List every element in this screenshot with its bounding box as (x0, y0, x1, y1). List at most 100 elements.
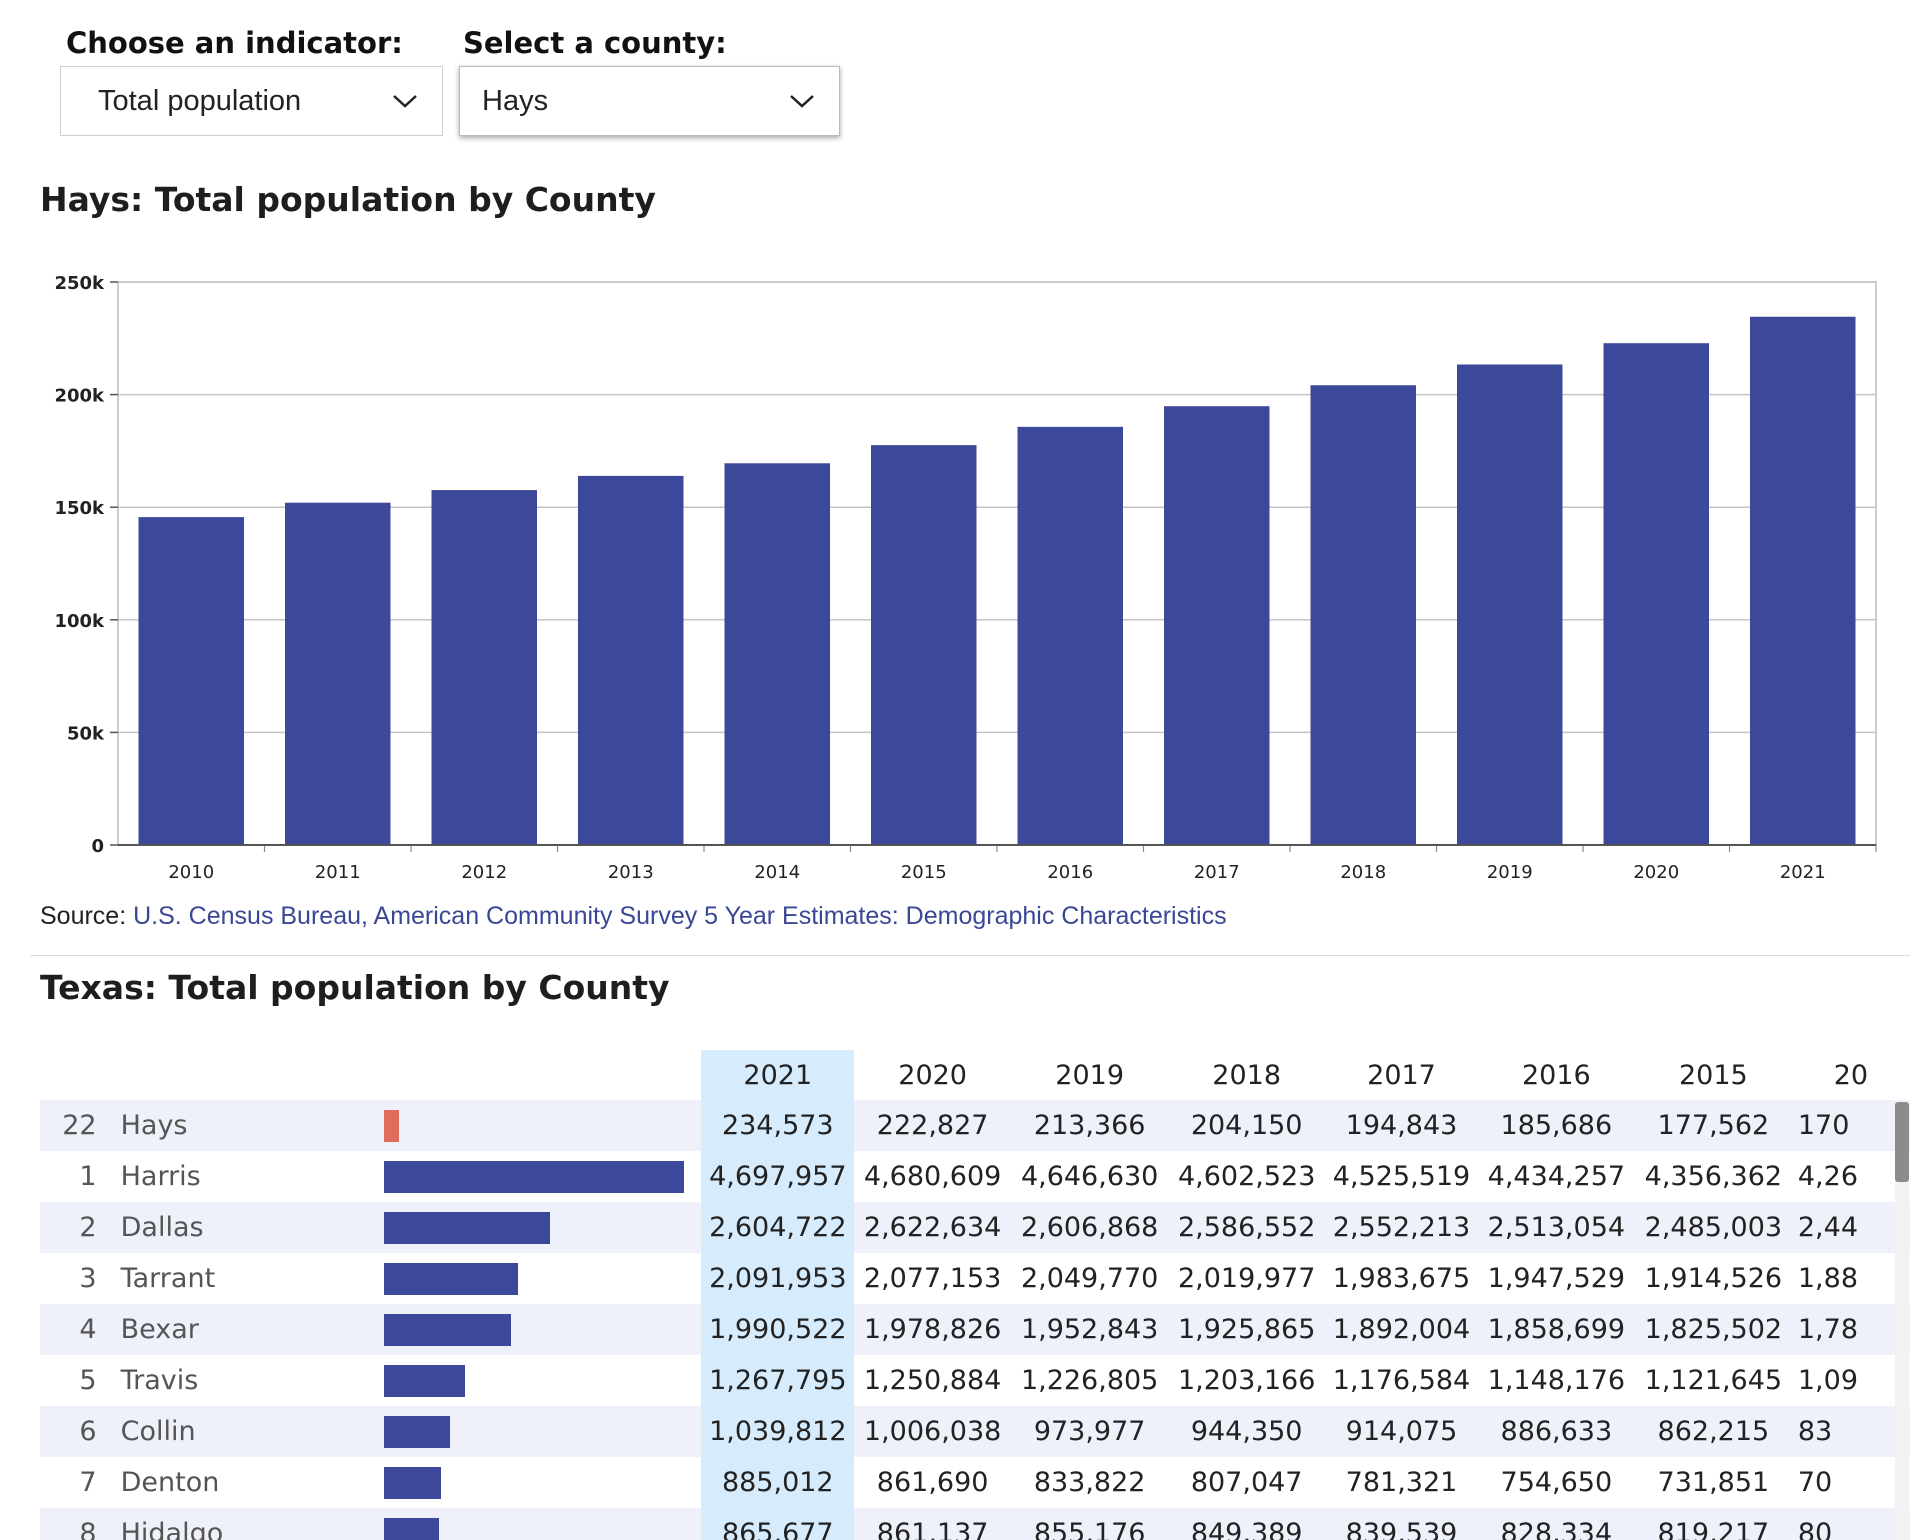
bar (1457, 364, 1563, 845)
county-name-cell: Harris (120, 1161, 201, 1192)
table-row[interactable]: 6 Collin 1,039,812 1,006,038 973,977 944,350 9… (40, 1406, 1910, 1457)
rank-cell: 5 (79, 1365, 97, 1396)
y-tick-label: 200k (54, 386, 105, 407)
table-row[interactable]: 1 Harris 4,697,957 4,680,609 4,646,630 4,602,… (40, 1151, 1910, 1202)
value-cell: 2,513,054 (1477, 1202, 1635, 1253)
value-cell: 1,121,645 (1644, 1365, 1783, 1396)
value-cell: 4,356,362 (1644, 1161, 1783, 1192)
bar (1164, 406, 1270, 845)
value-cell: 849,389 (1168, 1508, 1326, 1540)
x-tick-label: 2019 (1487, 862, 1533, 883)
table-row[interactable]: 22 Hays 234,573 222,827 213,366 204,150 194,84… (40, 1100, 1910, 1151)
value-cell: 185,686 (1477, 1100, 1635, 1151)
value-cell: 833,822 (1033, 1467, 1146, 1498)
year-header[interactable]: 2019 (1055, 1059, 1124, 1091)
county-bar (384, 1415, 451, 1448)
value-cell: 1,039,812 (701, 1406, 855, 1457)
value-cell: 2,44 (1791, 1202, 1910, 1253)
bar (1603, 343, 1709, 845)
x-tick-label: 2016 (1047, 862, 1093, 883)
bar-cell (384, 1508, 702, 1540)
year-header[interactable]: 2017 (1367, 1059, 1436, 1091)
county-select[interactable]: Hays (459, 66, 840, 136)
value-cell: 1,148,176 (1487, 1365, 1626, 1396)
bar-cell (384, 1202, 702, 1253)
value-cell: 1,925,865 (1168, 1304, 1326, 1355)
x-tick-label: 2013 (608, 862, 654, 883)
value-cell: 1,176,584 (1332, 1365, 1471, 1396)
source-link[interactable]: U.S. Census Bureau, American Community S… (133, 902, 1227, 930)
x-tick-label: 2012 (461, 862, 507, 883)
rank-cell: 6 (40, 1406, 97, 1457)
year-header[interactable]: 2015 (1679, 1059, 1748, 1091)
value-cell: 2,622,634 (854, 1202, 1012, 1253)
rank-cell: 4 (40, 1304, 97, 1355)
scrollbar-thumb[interactable] (1895, 1102, 1909, 1182)
value-cell: 973,977 (1011, 1406, 1169, 1457)
value-cell: 819,217 (1634, 1508, 1792, 1540)
table-row[interactable]: 7 Denton 885,012 861,690 833,822 807,047 781,3… (40, 1457, 1910, 1508)
county-bar (384, 1313, 512, 1346)
scrollbar-track[interactable] (1895, 1100, 1909, 1540)
value-cell: 4,26 (1797, 1161, 1858, 1192)
rank-cell: 1 (79, 1161, 97, 1192)
county-table-container: 2021 2020 2019 2018 2017 2016 2015 20 22 Hays 234,… (40, 1050, 1910, 1540)
table-row[interactable]: 2 Dallas 2,604,722 2,622,634 2,606,868 2,586,… (40, 1202, 1910, 1253)
year-header[interactable]: 2018 (1212, 1059, 1282, 1091)
value-cell: 4,602,523 (1177, 1161, 1316, 1192)
table-row[interactable]: 5 Travis 1,267,795 1,250,884 1,226,805 1,203,… (40, 1355, 1910, 1406)
year-header[interactable]: 2020 (898, 1059, 967, 1091)
value-cell: 944,350 (1168, 1406, 1326, 1457)
x-tick-label: 2015 (901, 862, 947, 883)
bar (138, 517, 244, 845)
bar (724, 463, 830, 845)
x-tick-label: 2011 (315, 862, 361, 883)
value-cell: 4,434,257 (1487, 1161, 1626, 1192)
year-header[interactable]: 2021 (701, 1050, 855, 1100)
year-header[interactable]: 2016 (1521, 1059, 1591, 1091)
county-bar (384, 1262, 519, 1295)
y-tick-label: 100k (54, 611, 105, 632)
value-cell: 4,680,609 (863, 1161, 1002, 1192)
value-cell: 2,077,153 (863, 1263, 1002, 1294)
value-cell: 731,851 (1657, 1467, 1770, 1498)
divider (30, 955, 1910, 956)
x-tick-label: 2010 (168, 862, 214, 883)
value-cell: 2,091,953 (701, 1253, 855, 1304)
value-cell: 886,633 (1477, 1406, 1635, 1457)
value-cell: 4,697,957 (701, 1151, 855, 1202)
value-cell: 4,525,519 (1332, 1161, 1471, 1192)
value-cell: 222,827 (854, 1100, 1012, 1151)
header-blank (40, 1050, 97, 1100)
value-cell: 1,952,843 (1011, 1304, 1169, 1355)
bar-cell (384, 1253, 701, 1304)
rank-cell: 8 (40, 1508, 97, 1540)
table-row[interactable]: 4 Bexar 1,990,522 1,978,826 1,952,843 1,925,8… (40, 1304, 1910, 1355)
county-bar (384, 1466, 442, 1499)
y-tick-label: 0 (91, 836, 104, 857)
table-header-row: 2021 2020 2019 2018 2017 2016 2015 20 (40, 1050, 1910, 1100)
value-cell: 194,843 (1325, 1100, 1478, 1151)
year-header[interactable]: 20 (1833, 1059, 1869, 1091)
value-cell: 1,250,884 (863, 1365, 1002, 1396)
value-cell: 861,137 (854, 1508, 1012, 1540)
value-cell: 1,006,038 (854, 1406, 1012, 1457)
value-cell: 839,539 (1325, 1508, 1478, 1540)
value-cell: 2,606,868 (1011, 1202, 1169, 1253)
value-cell: 2,586,552 (1168, 1202, 1326, 1253)
bar (871, 445, 977, 845)
y-tick-label: 150k (54, 498, 105, 519)
table-row[interactable]: 3 Tarrant 2,091,953 2,077,153 2,049,770 2,019… (40, 1253, 1910, 1304)
table-row[interactable]: 8 Hidalgo 865,677 861,137 855,176 849,389 839,… (40, 1508, 1910, 1540)
bar (578, 475, 684, 845)
value-cell: 1,990,522 (701, 1304, 855, 1355)
county-bar (384, 1364, 466, 1397)
value-cell: 807,047 (1190, 1467, 1303, 1498)
value-cell: 1,914,526 (1644, 1263, 1783, 1294)
indicator-select-value: Total population (98, 84, 302, 117)
county-bar (384, 1211, 551, 1244)
county-name-cell: Collin (96, 1406, 385, 1457)
value-cell: 83 (1791, 1406, 1910, 1457)
bar-cell (384, 1100, 702, 1151)
indicator-select[interactable]: Total population (60, 66, 443, 136)
